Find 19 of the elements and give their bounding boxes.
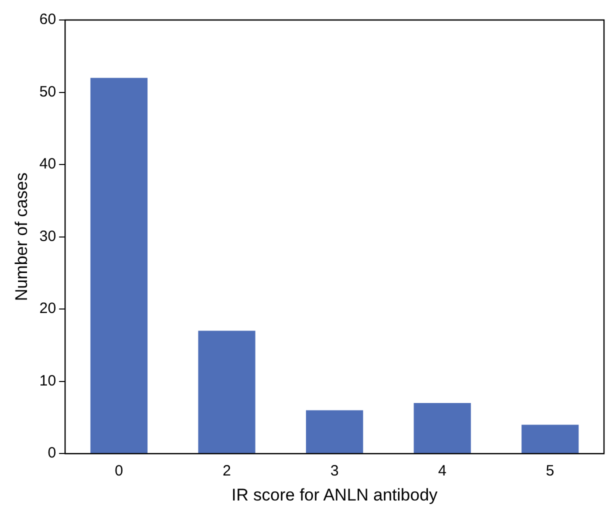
bar: [306, 410, 364, 454]
y-tick-label: 20: [39, 300, 56, 318]
x-tick-label: 5: [546, 462, 554, 480]
y-tick-label: 0: [48, 444, 56, 462]
y-tick-label: 40: [39, 156, 56, 173]
x-axis-title: IR score for ANLN antibody: [232, 485, 438, 504]
y-tick-label: 50: [39, 83, 56, 100]
y-tick-label: 60: [39, 11, 56, 28]
y-tick-label: 30: [39, 228, 56, 245]
bar: [414, 403, 471, 454]
x-tick-label: 2: [222, 462, 231, 480]
y-tick-label: 10: [39, 372, 56, 390]
bar: [198, 330, 256, 454]
y-axis-title: Number of cases: [12, 172, 31, 302]
x-tick-label: 3: [330, 462, 339, 480]
x-tick-label: 4: [438, 462, 446, 480]
bar: [522, 424, 579, 454]
bar: [90, 78, 148, 454]
x-tick-label: 0: [114, 462, 124, 480]
